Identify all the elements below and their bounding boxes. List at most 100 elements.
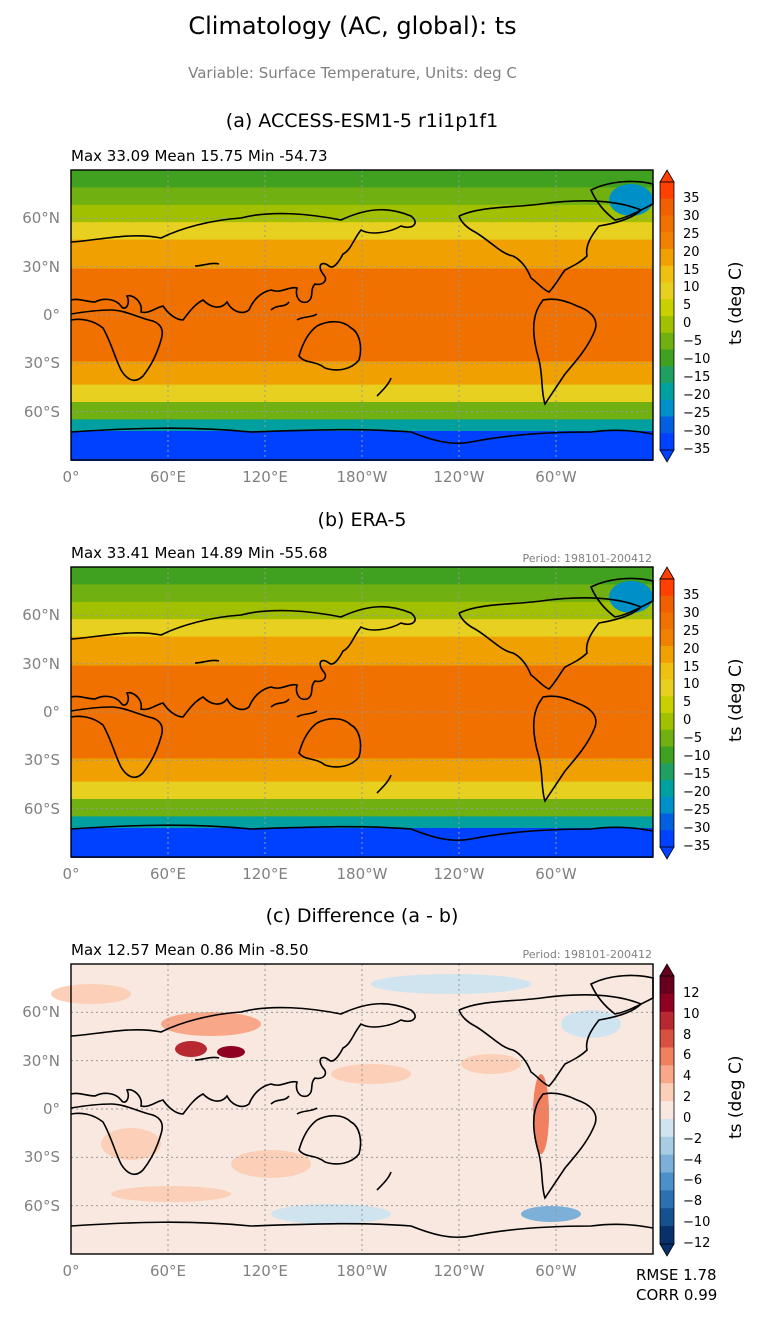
coastline: [70, 1221, 654, 1239]
colorbar-swatch: [660, 993, 674, 1013]
lat-tick-label: 30°S: [23, 354, 60, 373]
colorbar-swatch: [660, 796, 674, 814]
map-anomaly-patch: [271, 1204, 391, 1224]
coastline: [70, 824, 654, 842]
colorbar-swatch: [660, 813, 674, 831]
lon-tick-label: 120°E: [242, 865, 288, 883]
colorbar-swatch: [660, 399, 674, 417]
colorbar-swatch: [660, 249, 674, 267]
lat-tick-label: 30°S: [23, 1148, 60, 1167]
map-anomaly-patch: [111, 1186, 231, 1202]
panel-a-title: (a) ACCESS-ESM1-5 r1i1p1f1: [225, 110, 499, 132]
colorbar-tick-label: −10: [683, 1215, 711, 1231]
map-anomaly-patch: [231, 1150, 311, 1178]
colorbar-label: ts (deg C): [726, 261, 746, 345]
lat-tick-label: 0°: [42, 1100, 60, 1118]
colorbar-tick-label: 5: [683, 298, 692, 314]
colorbar-swatch: [660, 1208, 674, 1227]
colorbar-swatch: [660, 182, 674, 200]
colorbar-tick-label: 30: [683, 208, 700, 224]
lon-tick-label: 0°: [62, 865, 80, 883]
coastline: [298, 320, 362, 371]
colorbar-swatch: [660, 1065, 674, 1084]
coastline: [532, 1092, 597, 1200]
lat-tick-label: 60°N: [22, 1003, 60, 1022]
map-anomaly-patch: [331, 1064, 411, 1084]
colorbar-swatch: [660, 349, 674, 367]
colorbar-tick-label: −35: [683, 442, 711, 457]
coastline: [70, 1103, 164, 1176]
lon-tick-label: 120°W: [433, 1262, 485, 1280]
colorbar-swatch: [660, 830, 674, 848]
colorbar-tick-label: 2: [683, 1090, 692, 1106]
lat-tick-label: 60°S: [23, 799, 60, 818]
map-field-patch: [609, 184, 653, 216]
map-frame: [70, 169, 654, 461]
colorbar-tick-label: −25: [683, 406, 711, 422]
lon-tick-label: 60°E: [149, 1262, 187, 1280]
lon-tick-label: 120°W: [433, 865, 485, 883]
coastline: [458, 994, 643, 1087]
colorbar-tick-label: −30: [683, 424, 711, 440]
lat-tick-label: 30°N: [22, 654, 60, 673]
colorbar-swatch: [660, 433, 674, 451]
colorbar-swatch: [660, 1190, 674, 1209]
map-field-band: [71, 239, 653, 270]
coastline: [70, 605, 416, 718]
colorbar-label: ts (deg C): [726, 658, 746, 742]
colorbar-tick-label: 10: [683, 280, 700, 296]
colorbar-swatch: [660, 366, 674, 384]
colorbar-tick-label: 10: [683, 1006, 700, 1022]
colorbar-frame: [659, 181, 675, 451]
colorbar-swatch: [660, 595, 674, 613]
lon-tick-label: 60°W: [535, 865, 577, 883]
colorbar-tick-label: 6: [683, 1048, 692, 1064]
colorbar-swatch: [660, 416, 674, 434]
map-anomaly-patch: [371, 974, 531, 994]
map-frame: [70, 963, 654, 1255]
panel-b-title: (b) ERA-5: [317, 509, 407, 531]
map-anomaly-patch: [521, 1206, 581, 1222]
panel-c-title: (c) Difference (a - b): [265, 905, 459, 927]
coastline: [194, 1056, 392, 1191]
map-field-band: [71, 567, 653, 586]
colorbar-tick-label: −35: [683, 839, 711, 854]
figure-subtitle: Variable: Surface Temperature, Units: de…: [188, 64, 517, 82]
colorbar-tick-label: 15: [683, 262, 700, 278]
lon-tick-label: 180°W: [336, 468, 388, 486]
colorbar-swatch: [660, 713, 674, 731]
colorbar-tick-label: −2: [683, 1131, 703, 1147]
colorbar-swatch: [660, 282, 674, 300]
panel-c-colorbar: [659, 963, 675, 1257]
panel-b-colorbar: [659, 566, 675, 860]
colorbar-swatch: [660, 232, 674, 250]
map-field-band: [71, 170, 653, 189]
panel-c-map: [51, 963, 654, 1255]
colorbar-tick-label: −10: [683, 749, 711, 765]
colorbar-label: ts (deg C): [726, 1055, 746, 1139]
lat-tick-label: 60°N: [22, 209, 60, 228]
colorbar-tick-label: −5: [683, 334, 703, 350]
colorbar-tick-label: 20: [683, 244, 700, 260]
rmse-value: RMSE 1.78: [636, 1266, 717, 1284]
panel-c-stats: Max 12.57 Mean 0.86 Min -8.50: [71, 941, 309, 959]
colorbar-tick-label: −8: [683, 1194, 703, 1210]
colorbar-tick-label: 30: [683, 605, 700, 621]
figure-title: Climatology (AC, global): ts: [188, 12, 517, 40]
lon-tick-label: 120°E: [242, 1262, 288, 1280]
colorbar-swatch: [660, 629, 674, 647]
colorbar-swatch: [660, 1011, 674, 1031]
colorbar-swatch: [660, 1154, 674, 1174]
colorbar-tick-label: 35: [683, 587, 700, 603]
coastline: [589, 974, 654, 1015]
lon-tick-label: 120°W: [433, 468, 485, 486]
colorbar-swatch: [660, 1172, 674, 1191]
coastline: [589, 180, 654, 221]
colorbar-swatch: [660, 1047, 674, 1066]
lon-tick-label: 120°E: [242, 468, 288, 486]
colorbar-tick-label: 5: [683, 695, 692, 711]
colorbar-swatch: [660, 1118, 674, 1138]
map-anomaly-patch: [51, 984, 131, 1004]
map-field-band: [71, 636, 653, 667]
coastline: [532, 298, 597, 406]
